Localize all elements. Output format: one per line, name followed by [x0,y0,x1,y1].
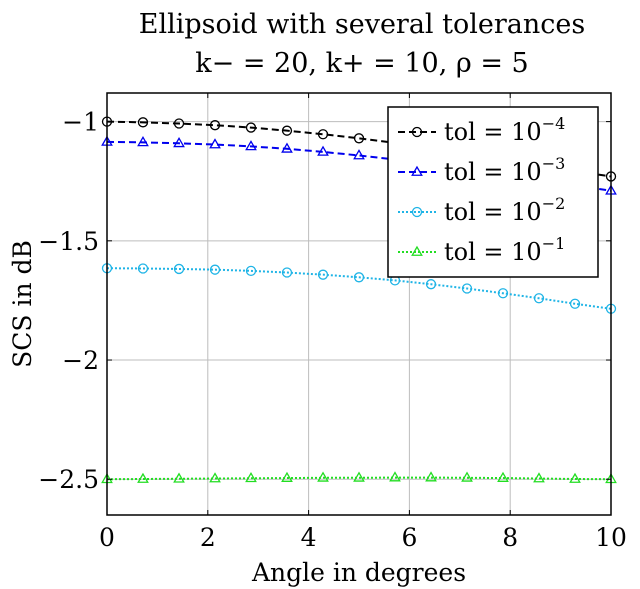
x-axis-label: Angle in degrees [251,558,466,587]
series-3 [101,263,617,314]
data-point [173,263,185,275]
data-point [209,138,221,149]
x-tick-label: 0 [99,523,115,552]
legend-marker [411,245,423,256]
legend-item: tol = 10−2 [398,194,565,226]
y-axis-label: SCS in dB [8,240,37,368]
data-point [317,129,329,140]
chart-subtitle: k− = 20, k+ = 10, ρ = 5 [195,48,528,79]
data-point [137,136,149,147]
data-point [533,293,545,304]
data-point [389,471,401,482]
data-point [353,471,365,482]
data-point [173,118,185,129]
data-point [173,137,185,148]
data-point [317,471,329,482]
x-tick-label: 10 [595,523,627,552]
legend-marker [411,126,423,138]
legend-marker [411,206,423,218]
data-point [209,472,221,483]
x-tick-label: 2 [200,523,216,552]
legend-label: tol = 10−4 [444,114,565,146]
data-point [209,264,221,275]
data-point [317,269,329,280]
data-point [209,120,221,131]
data-point [497,471,509,482]
data-point [137,263,149,274]
data-point [281,125,293,136]
x-tick-label: 6 [401,523,417,552]
legend-box [387,106,599,278]
x-tick-label: 4 [301,523,317,552]
data-point [461,471,473,482]
plot-frame [106,92,612,516]
y-tick-label: −2 [62,346,99,375]
legend-label: tol = 10−1 [444,234,565,266]
y-tick-label: −1 [62,108,99,137]
data-point [569,472,581,483]
legend: tol = 10−4 tol = 10−3 tol = 10−2 tol = 10−1 [387,106,599,278]
chart-title: Ellipsoid with several tolerances [139,9,585,40]
data-point [353,133,365,144]
data-point [245,265,257,277]
data-point [533,472,545,483]
legend-label: tol = 10−2 [444,194,565,226]
data-point [461,283,473,294]
series-line [106,267,612,310]
data-point [281,471,293,482]
data-point [245,471,257,483]
data-point [425,279,437,290]
ticks: 0 2 4 6 8 10 −1 −1.5 −2 −2.5 [38,93,627,552]
data-point [569,298,581,309]
data-point [497,288,509,299]
y-tick-label: −2.5 [38,465,99,494]
data-point [425,471,437,482]
data-point [137,117,149,128]
data-point [245,140,257,151]
legend-item: tol = 10−1 [398,234,565,266]
series-4 [101,471,617,484]
x-tick-label: 8 [502,523,518,552]
legend-item: tol = 10−4 [398,114,565,146]
data-point [353,149,365,160]
data-point [317,145,329,156]
data-point [353,272,365,283]
data-point [245,122,257,133]
legend-item: tol = 10−3 [398,154,565,186]
y-tick-label: −1.5 [38,227,99,256]
legend-marker [411,165,423,176]
legend-label: tol = 10−3 [444,154,565,186]
data-point [281,142,293,153]
data-point [137,472,149,483]
series-line [106,476,612,481]
data-point [281,267,293,278]
data-point [173,472,185,483]
